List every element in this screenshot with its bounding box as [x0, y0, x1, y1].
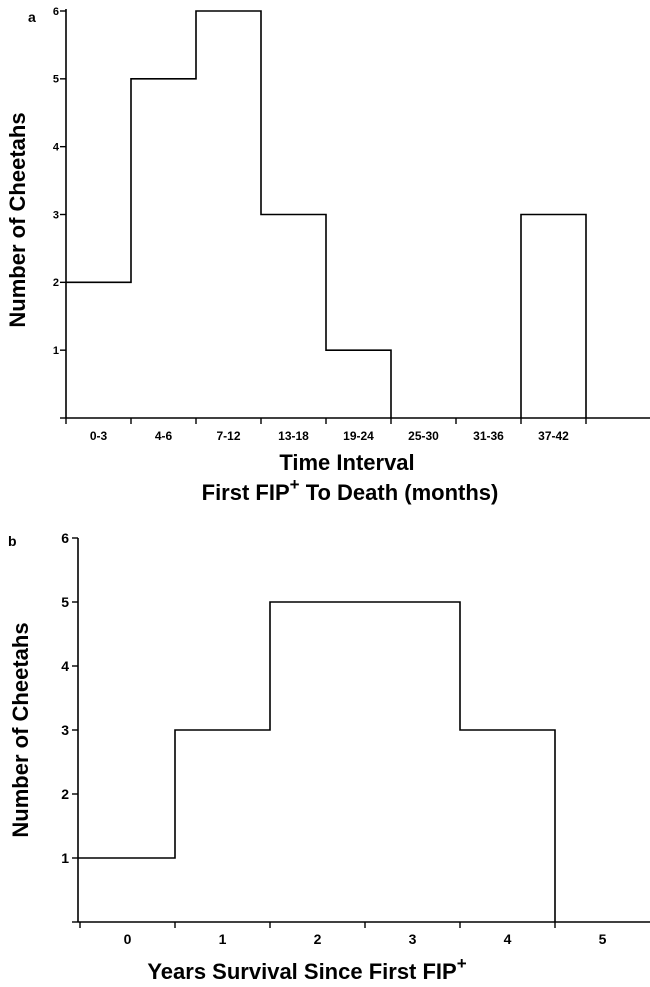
x-tick-label: 31-36 — [473, 429, 504, 443]
x-tick-label: 19-24 — [343, 429, 374, 443]
panel-b-y-ticks: 1 2 3 4 5 6 — [61, 530, 78, 923]
panel-a-x-axis-title-line2-sup: + — [290, 475, 300, 494]
panel-a-x-axis-title-line2-main: First FIP — [202, 480, 290, 505]
y-tick-label: 1 — [53, 345, 59, 357]
panel-b-label: b — [8, 533, 17, 549]
chart-panel-b: b 1 2 3 4 5 6 0 1 2 3 4 5 Number of Cheetahs Years… — [8, 530, 650, 984]
panel-a-histogram-outline — [66, 10, 587, 418]
x-tick-label: 4 — [504, 931, 512, 947]
panel-a-x-ticks: 0-3 4-6 7-12 13-18 19-24 25-30 31-36 37-42 — [65, 418, 587, 443]
panel-b-x-axis-title-sup: + — [457, 954, 467, 973]
panel-b-x-axis-title-main: Years Survival Since First FIP — [147, 959, 456, 984]
x-tick-label: 5 — [599, 931, 607, 947]
y-tick-label: 1 — [61, 850, 69, 866]
panel-b-y-axis-title: Number of Cheetahs — [8, 622, 33, 837]
panel-a-y-ticks: 1 2 3 4 5 6 — [53, 6, 66, 419]
x-tick-label: 7-12 — [216, 429, 240, 443]
y-tick-label: 5 — [61, 594, 69, 610]
x-tick-label: 25-30 — [408, 429, 439, 443]
x-tick-label: 0 — [124, 931, 132, 947]
y-tick-label: 6 — [61, 530, 69, 546]
y-tick-label: 5 — [53, 74, 59, 86]
panel-a-y-axis-title: Number of Cheetahs — [5, 112, 30, 327]
y-tick-label: 4 — [53, 142, 60, 154]
panel-a-x-axis-title-line1: Time Interval — [279, 450, 414, 475]
panel-b-x-axis-title: Years Survival Since First FIP+ — [147, 954, 466, 984]
y-tick-label: 3 — [61, 722, 69, 738]
x-tick-label: 3 — [409, 931, 417, 947]
x-tick-label: 13-18 — [278, 429, 309, 443]
y-tick-label: 2 — [53, 277, 59, 289]
x-tick-label: 4-6 — [155, 429, 173, 443]
y-tick-label: 2 — [61, 786, 69, 802]
panel-b-x-ticks: 0 1 2 3 4 5 — [79, 922, 607, 947]
x-tick-label: 2 — [314, 931, 322, 947]
panel-a-x-axis-title-line2-tail: To Death (months) — [300, 480, 499, 505]
x-tick-label: 37-42 — [538, 429, 569, 443]
x-tick-label: 0-3 — [90, 429, 108, 443]
y-tick-label: 3 — [53, 209, 59, 221]
y-tick-label: 4 — [61, 658, 69, 674]
panel-a-x-axis-title-line2: First FIP+ To Death (months) — [202, 475, 499, 505]
chart-panel-a: a 1 2 3 4 5 6 0-3 4-6 7-12 13-18 19-24 25-30 31-36 3… — [5, 6, 650, 505]
panel-a-label: a — [28, 9, 36, 25]
y-tick-label: 6 — [53, 6, 59, 18]
panel-b-histogram-outline — [78, 602, 650, 922]
x-tick-label: 1 — [219, 931, 227, 947]
